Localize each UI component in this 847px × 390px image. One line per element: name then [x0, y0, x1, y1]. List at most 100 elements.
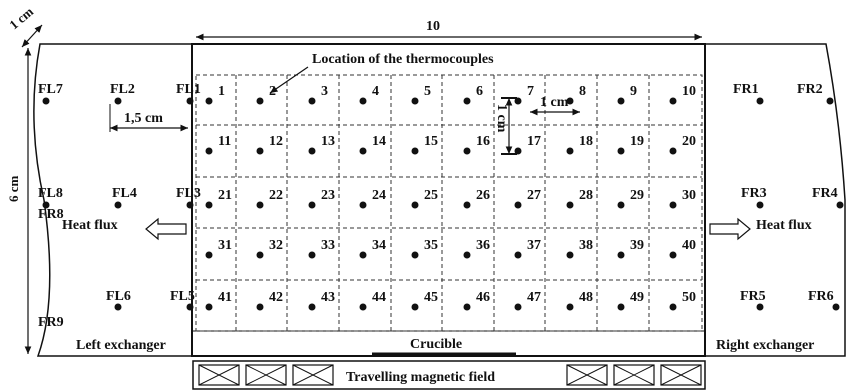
- sensor-point-fr3: [756, 201, 764, 209]
- left-exchanger-label: Left exchanger: [76, 338, 166, 353]
- thermocouple-point-36: [463, 251, 471, 259]
- thermocouple-label-21: 21: [218, 188, 232, 203]
- thermocouple-label-49: 49: [630, 290, 644, 305]
- thermocouple-point-1: [205, 97, 213, 105]
- coil-1: [198, 364, 240, 386]
- heat-flux-right-arrow: [709, 217, 751, 241]
- sensor-label-fr3: FR3: [741, 186, 767, 201]
- thermocouple-label-43: 43: [321, 290, 335, 305]
- thermocouple-label-17: 17: [527, 134, 541, 149]
- heat-flux-left-label: Heat flux: [62, 218, 118, 233]
- thermocouple-label-1: 1: [218, 84, 225, 99]
- left-exchanger-outline: [33, 43, 192, 357]
- thermocouple-point-9: [617, 97, 625, 105]
- thermocouple-label-46: 46: [476, 290, 490, 305]
- thermocouple-point-15: [411, 147, 419, 155]
- sensor-point-fl4: [114, 201, 122, 209]
- thermocouple-label-7: 7: [527, 84, 534, 99]
- thermocouple-point-21: [205, 201, 213, 209]
- thermocouple-label-32: 32: [269, 238, 283, 253]
- thermocouple-label-10: 10: [682, 84, 696, 99]
- right-exchanger-outline: [705, 43, 846, 357]
- magnetic-field-box: [192, 360, 706, 390]
- sensor-label-fl8: FL8: [38, 186, 63, 201]
- thermocouple-point-25: [411, 201, 419, 209]
- thermocouple-point-8: [566, 97, 574, 105]
- thermocouple-point-41: [205, 303, 213, 311]
- thermocouple-point-42: [256, 303, 264, 311]
- coil-2: [245, 364, 287, 386]
- thermocouple-point-17: [514, 147, 522, 155]
- thermocouple-point-35: [411, 251, 419, 259]
- exchanger-thickness-label: 1 cm: [6, 4, 36, 33]
- thermocouple-label-31: 31: [218, 238, 232, 253]
- width-dimension-label: 10: [426, 19, 440, 34]
- thermocouple-label-38: 38: [579, 238, 593, 253]
- thermocouple-point-28: [566, 201, 574, 209]
- sensor-label-fr8: FR8: [38, 207, 64, 222]
- exchanger-thickness-arrow: [21, 24, 43, 48]
- sensor-label-fr5: FR5: [740, 289, 766, 304]
- thermocouple-point-2: [256, 97, 264, 105]
- thermocouple-point-32: [256, 251, 264, 259]
- heat-flux-right-label: Heat flux: [756, 218, 812, 233]
- thermocouple-point-31: [205, 251, 213, 259]
- thermocouple-label-26: 26: [476, 188, 490, 203]
- thermocouple-point-14: [359, 147, 367, 155]
- coil-4: [566, 364, 608, 386]
- sensor-label-fl1: FL1: [176, 82, 201, 97]
- sensor-point-fl3: [186, 201, 194, 209]
- thermocouple-point-48: [566, 303, 574, 311]
- thermocouple-label-45: 45: [424, 290, 438, 305]
- thermocouple-point-49: [617, 303, 625, 311]
- thermocouple-label-24: 24: [372, 188, 386, 203]
- thermocouple-point-46: [463, 303, 471, 311]
- sensor-label-fr6: FR6: [808, 289, 834, 304]
- thermocouple-label-33: 33: [321, 238, 335, 253]
- crucible-label: Crucible: [410, 337, 462, 352]
- right-flux-sensors: FR1 FR2 FR3 FR4 FR5 FR6: [733, 82, 844, 311]
- coil-3: [292, 364, 334, 386]
- thermocouple-point-33: [308, 251, 316, 259]
- thermocouple-label-44: 44: [372, 290, 386, 305]
- sensor-label-fl6: FL6: [106, 289, 131, 304]
- thermocouple-label-50: 50: [682, 290, 696, 305]
- thermocouple-label-39: 39: [630, 238, 644, 253]
- sensor-label-fr1: FR1: [733, 82, 759, 97]
- thermocouple-point-47: [514, 303, 522, 311]
- sensor-point-fl8: [42, 201, 50, 209]
- thermocouple-label-18: 18: [579, 134, 593, 149]
- thermocouple-point-10: [669, 97, 677, 105]
- thermocouple-label-12: 12: [269, 134, 283, 149]
- thermocouple-label-6: 6: [476, 84, 483, 99]
- thermocouple-label-28: 28: [579, 188, 593, 203]
- thermocouple-point-18: [566, 147, 574, 155]
- magnetic-field-label: Travelling magnetic field: [346, 370, 495, 385]
- thermocouple-point-38: [566, 251, 574, 259]
- magnetic-field-coils: [198, 364, 702, 386]
- thermocouple-label-20: 20: [682, 134, 696, 149]
- sensor-label-fl4: FL4: [112, 186, 137, 201]
- sensor-point-fl2: [114, 97, 122, 105]
- sensor-point-fl1: [186, 97, 194, 105]
- thermocouple-point-19: [617, 147, 625, 155]
- thermocouple-label-35: 35: [424, 238, 438, 253]
- thermocouple-point-29: [617, 201, 625, 209]
- thermocouple-label-27: 27: [527, 188, 541, 203]
- coil-5: [613, 364, 655, 386]
- thermocouple-label-36: 36: [476, 238, 490, 253]
- sensor-point-fr4: [836, 201, 844, 209]
- sensor-point-fr2: [826, 97, 834, 105]
- thermocouple-label-41: 41: [218, 290, 232, 305]
- thermocouple-point-50: [669, 303, 677, 311]
- thermocouple-label-14: 14: [372, 134, 386, 149]
- thermocouple-point-6: [463, 97, 471, 105]
- thermocouple-point-27: [514, 201, 522, 209]
- heat-flux-left-arrow: [145, 217, 187, 241]
- thermocouple-label-34: 34: [372, 238, 386, 253]
- thermocouple-label-29: 29: [630, 188, 644, 203]
- thermocouple-label-5: 5: [424, 84, 431, 99]
- thermocouple-label-37: 37: [527, 238, 541, 253]
- thermocouple-point-24: [359, 201, 367, 209]
- sensor-label-fr2: FR2: [797, 82, 823, 97]
